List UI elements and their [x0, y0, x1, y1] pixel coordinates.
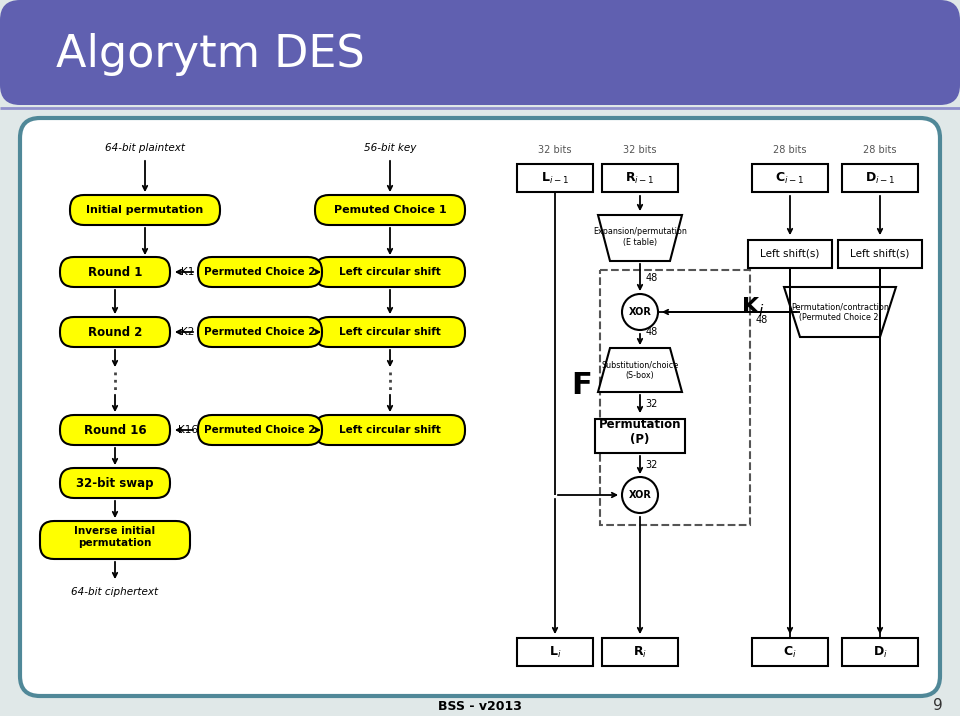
- Text: 56-bit key: 56-bit key: [364, 143, 417, 153]
- Circle shape: [622, 294, 658, 330]
- Bar: [838, 240, 922, 268]
- Text: L$_{i-1}$: L$_{i-1}$: [541, 170, 569, 185]
- Text: K2: K2: [181, 327, 195, 337]
- Text: Inverse initial
permutation: Inverse initial permutation: [75, 526, 156, 548]
- Bar: [602, 638, 678, 666]
- Text: Permuted Choice 2: Permuted Choice 2: [204, 327, 316, 337]
- Text: Permuted Choice 2: Permuted Choice 2: [204, 425, 316, 435]
- Text: Pemuted Choice 1: Pemuted Choice 1: [334, 205, 446, 215]
- Text: 28 bits: 28 bits: [863, 145, 897, 155]
- FancyBboxPatch shape: [315, 257, 465, 287]
- Bar: [602, 164, 678, 192]
- Text: D$_i$: D$_i$: [873, 644, 887, 659]
- Text: Permuted Choice 2: Permuted Choice 2: [204, 267, 316, 277]
- Bar: [748, 240, 832, 268]
- FancyBboxPatch shape: [60, 317, 170, 347]
- Text: Left circular shift: Left circular shift: [339, 267, 441, 277]
- Text: R$_i$: R$_i$: [633, 644, 647, 659]
- Bar: [517, 638, 593, 666]
- Text: 32 bits: 32 bits: [539, 145, 572, 155]
- Text: BSS - v2013: BSS - v2013: [438, 700, 522, 712]
- Text: Permutation/contraction
(Permuted Choice 2): Permutation/contraction (Permuted Choice…: [791, 302, 889, 321]
- Text: Round 2: Round 2: [87, 326, 142, 339]
- Text: 32-bit swap: 32-bit swap: [76, 477, 154, 490]
- Text: C$_{i-1}$: C$_{i-1}$: [776, 170, 804, 185]
- Text: Algorytm DES: Algorytm DES: [56, 34, 365, 77]
- FancyBboxPatch shape: [315, 415, 465, 445]
- Text: XOR: XOR: [629, 490, 652, 500]
- Text: Left circular shift: Left circular shift: [339, 425, 441, 435]
- Text: 9: 9: [933, 699, 943, 714]
- Text: Left circular shift: Left circular shift: [339, 327, 441, 337]
- FancyBboxPatch shape: [70, 195, 220, 225]
- FancyBboxPatch shape: [0, 0, 960, 105]
- Text: Round 16: Round 16: [84, 423, 146, 437]
- Text: D$_{i-1}$: D$_{i-1}$: [865, 170, 896, 185]
- Text: K1: K1: [181, 267, 195, 277]
- Text: K$_i$: K$_i$: [741, 295, 765, 319]
- Text: Substitution/choice
(S-box): Substitution/choice (S-box): [601, 360, 679, 379]
- Text: 32 bits: 32 bits: [623, 145, 657, 155]
- Text: L$_i$: L$_i$: [549, 644, 562, 659]
- FancyBboxPatch shape: [20, 118, 940, 696]
- Text: Expansion/permutation
(E table): Expansion/permutation (E table): [593, 227, 687, 247]
- Text: 32: 32: [646, 399, 659, 409]
- Text: 48: 48: [646, 327, 659, 337]
- Polygon shape: [784, 287, 896, 337]
- FancyBboxPatch shape: [315, 195, 465, 225]
- FancyBboxPatch shape: [60, 257, 170, 287]
- Text: XOR: XOR: [629, 307, 652, 317]
- FancyBboxPatch shape: [60, 415, 170, 445]
- Text: 28 bits: 28 bits: [773, 145, 806, 155]
- Text: K16: K16: [178, 425, 198, 435]
- Bar: [752, 638, 828, 666]
- Bar: [842, 164, 918, 192]
- Circle shape: [622, 477, 658, 513]
- Bar: [517, 164, 593, 192]
- FancyBboxPatch shape: [60, 468, 170, 498]
- FancyBboxPatch shape: [198, 257, 322, 287]
- Bar: [842, 638, 918, 666]
- Bar: [752, 164, 828, 192]
- Polygon shape: [598, 348, 682, 392]
- Text: Round 1: Round 1: [87, 266, 142, 279]
- Text: 48: 48: [646, 273, 659, 283]
- Text: C$_i$: C$_i$: [783, 644, 797, 659]
- Text: Left shift(s): Left shift(s): [760, 249, 820, 259]
- FancyBboxPatch shape: [198, 415, 322, 445]
- Text: 64-bit plaintext: 64-bit plaintext: [105, 143, 185, 153]
- Text: 48: 48: [756, 315, 768, 325]
- Text: F: F: [571, 370, 592, 400]
- Text: Initial permutation: Initial permutation: [86, 205, 204, 215]
- Text: 64-bit ciphertext: 64-bit ciphertext: [71, 587, 158, 597]
- Text: Permutation
(P): Permutation (P): [599, 418, 682, 446]
- Polygon shape: [598, 215, 682, 261]
- FancyBboxPatch shape: [198, 317, 322, 347]
- Text: 32: 32: [646, 460, 659, 470]
- Bar: [595, 419, 685, 453]
- Text: R$_{i-1}$: R$_{i-1}$: [625, 170, 655, 185]
- FancyBboxPatch shape: [315, 317, 465, 347]
- FancyBboxPatch shape: [40, 521, 190, 559]
- Text: Left shift(s): Left shift(s): [851, 249, 910, 259]
